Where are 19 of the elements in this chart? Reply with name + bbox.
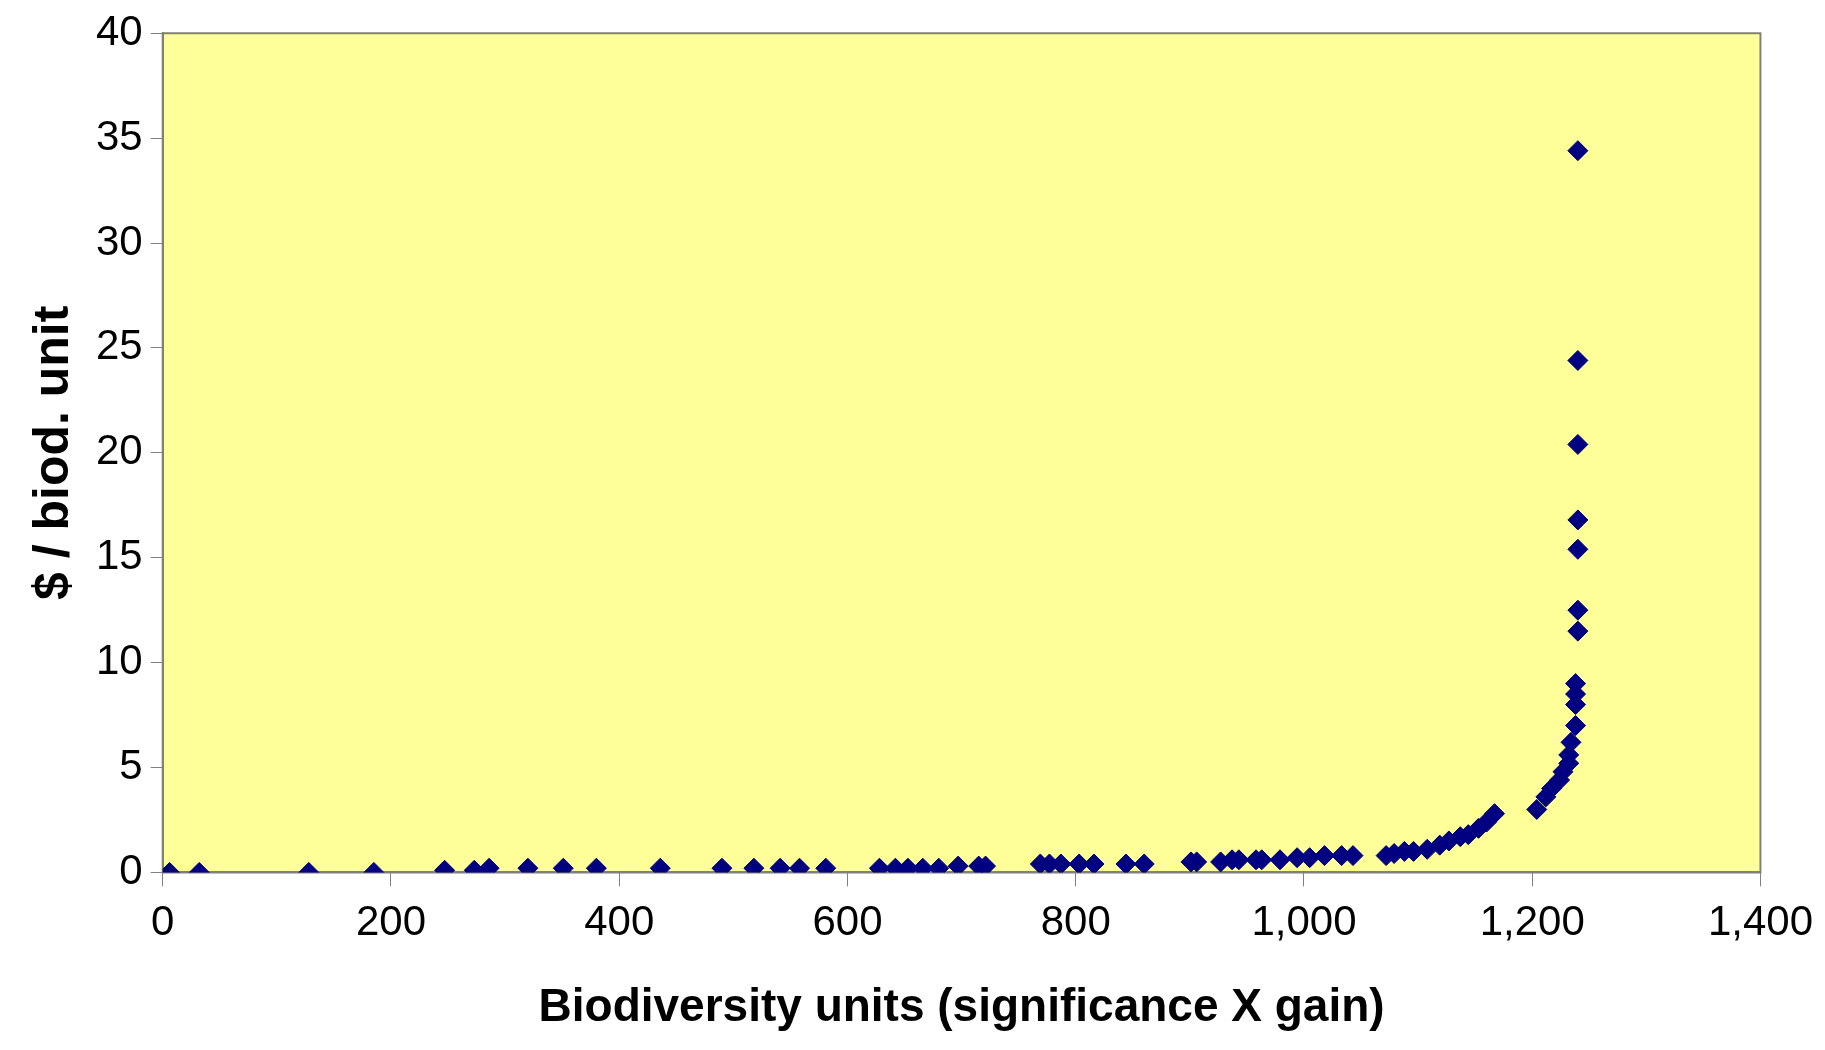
- y-tick-label: 5: [119, 741, 143, 789]
- x-tick-label: 0: [151, 897, 175, 945]
- x-tick-label: 1,000: [1251, 897, 1357, 945]
- y-tick-label: 40: [96, 6, 143, 54]
- y-axis-title: $ / biod. unit: [22, 305, 79, 601]
- x-tick-label: 800: [1040, 897, 1111, 945]
- x-axis-title: Biodiversity units (significance X gain): [538, 979, 1385, 1032]
- y-tick-label: 0: [119, 845, 143, 893]
- x-tick-label: 600: [812, 897, 883, 945]
- y-tick-label: 20: [96, 426, 143, 474]
- x-tick-label: 1,200: [1479, 897, 1585, 945]
- y-tick-label: 10: [96, 636, 143, 684]
- y-tick-label: 25: [96, 321, 143, 369]
- y-tick-label: 15: [96, 531, 143, 579]
- x-tick-label: 1,400: [1707, 897, 1813, 945]
- x-tick-label: 200: [355, 897, 426, 945]
- y-tick-label: 30: [96, 216, 143, 264]
- y-tick-label: 35: [96, 111, 143, 159]
- x-tick-label: 400: [584, 897, 655, 945]
